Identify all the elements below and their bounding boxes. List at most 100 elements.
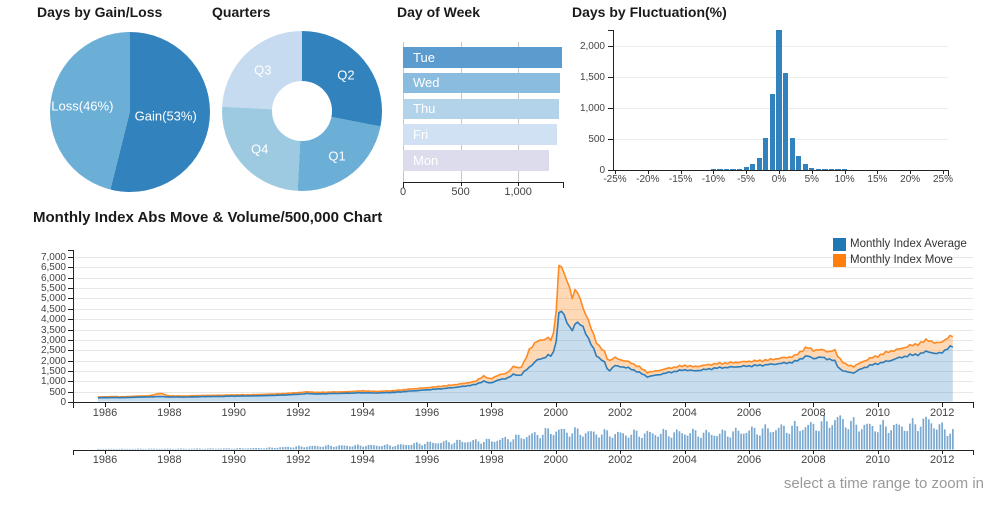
volume-bar[interactable] xyxy=(783,425,785,450)
histogram-bar[interactable] xyxy=(730,169,736,170)
volume-bar[interactable] xyxy=(265,447,268,450)
volume-bar[interactable] xyxy=(600,434,603,450)
volume-bar[interactable] xyxy=(608,436,611,450)
volume-bar[interactable] xyxy=(300,446,303,450)
volume-bar[interactable] xyxy=(378,446,381,450)
volume-bar[interactable] xyxy=(952,429,954,450)
volume-bar[interactable] xyxy=(566,432,568,450)
volume-bar[interactable] xyxy=(887,433,890,450)
volume-bar[interactable] xyxy=(689,433,691,450)
volume-bar[interactable] xyxy=(675,429,678,450)
volume-bar[interactable] xyxy=(287,446,289,450)
volume-bar[interactable] xyxy=(579,434,582,450)
volume-bar[interactable] xyxy=(231,448,233,450)
volume-bar[interactable] xyxy=(842,419,844,450)
volume-bar[interactable] xyxy=(799,431,801,450)
volume-bar[interactable] xyxy=(292,447,295,450)
volume-bar[interactable] xyxy=(284,446,287,450)
volume-bar[interactable] xyxy=(217,448,220,450)
volume-bar[interactable] xyxy=(619,432,622,450)
volume-bar[interactable] xyxy=(169,448,172,450)
volume-bar[interactable] xyxy=(349,446,351,450)
volume-bar[interactable] xyxy=(375,445,378,450)
volume-bar[interactable] xyxy=(389,445,391,450)
volume-bar[interactable] xyxy=(359,445,362,450)
volume-bar[interactable] xyxy=(713,435,716,450)
volume-bar[interactable] xyxy=(268,447,271,450)
volume-bar[interactable] xyxy=(697,436,700,450)
volume-bar[interactable] xyxy=(515,434,517,450)
volume-bar[interactable] xyxy=(734,427,737,450)
volume-bar[interactable] xyxy=(930,423,933,450)
volume-bar[interactable] xyxy=(306,446,308,450)
volume-bar[interactable] xyxy=(148,448,150,450)
volume-bar[interactable] xyxy=(828,427,831,450)
histogram-bar[interactable] xyxy=(802,164,808,170)
volume-bar[interactable] xyxy=(241,448,244,450)
gainloss-pie[interactable] xyxy=(50,32,210,192)
volume-bar[interactable] xyxy=(568,436,571,450)
histogram-bar[interactable] xyxy=(809,167,815,170)
volume-bar[interactable] xyxy=(480,443,482,450)
volume-bar[interactable] xyxy=(335,446,338,450)
volume-bar[interactable] xyxy=(852,417,855,450)
volume-bar[interactable] xyxy=(684,434,686,450)
volume-bar[interactable] xyxy=(823,415,825,450)
volume-bar[interactable] xyxy=(587,431,590,450)
volume-bar[interactable] xyxy=(397,444,399,450)
histogram-bar[interactable] xyxy=(796,156,802,170)
volume-bar[interactable] xyxy=(818,431,820,450)
volume-bar[interactable] xyxy=(507,439,509,450)
volume-bar[interactable] xyxy=(413,443,415,450)
volume-bar[interactable] xyxy=(560,428,563,450)
volume-bar[interactable] xyxy=(185,448,188,450)
volume-bar[interactable] xyxy=(158,448,161,450)
volume-bar[interactable] xyxy=(295,446,298,450)
histogram-bar[interactable] xyxy=(769,94,776,170)
histogram-bar[interactable] xyxy=(782,72,789,170)
volume-bar[interactable] xyxy=(440,443,442,450)
volume-bar[interactable] xyxy=(751,426,753,450)
volume-bar[interactable] xyxy=(260,448,263,450)
volume-bar[interactable] xyxy=(898,424,901,450)
average-line[interactable] xyxy=(97,310,954,399)
histogram-bar[interactable] xyxy=(710,169,716,170)
volume-bar[interactable] xyxy=(627,437,630,450)
dow-bar[interactable] xyxy=(403,47,562,68)
volume-bar[interactable] xyxy=(204,448,206,450)
volume-bar[interactable] xyxy=(801,430,804,450)
histogram-bar[interactable] xyxy=(842,169,848,170)
volume-bar[interactable] xyxy=(756,434,758,450)
volume-bar[interactable] xyxy=(863,424,866,450)
volume-bar[interactable] xyxy=(322,446,324,450)
volume-bar[interactable] xyxy=(748,430,750,450)
volume-bar[interactable] xyxy=(531,433,533,450)
volume-bar[interactable] xyxy=(855,424,858,450)
volume-bar[interactable] xyxy=(793,421,796,450)
volume-bar[interactable] xyxy=(767,428,769,450)
volume-bar[interactable] xyxy=(563,428,566,450)
volume-bar[interactable] xyxy=(166,448,169,450)
volume-bar[interactable] xyxy=(129,448,131,450)
volume-bar[interactable] xyxy=(911,418,914,450)
volume-bar[interactable] xyxy=(847,429,850,450)
volume-bar[interactable] xyxy=(405,445,407,450)
volume-bar[interactable] xyxy=(611,437,614,450)
volume-bar[interactable] xyxy=(533,432,536,450)
volume-bar[interactable] xyxy=(123,448,126,450)
histogram-bar[interactable] xyxy=(750,164,756,170)
volume-bar[interactable] xyxy=(458,439,461,450)
volume-bar[interactable] xyxy=(785,432,788,450)
volume-bar[interactable] xyxy=(635,430,638,450)
volume-bar[interactable] xyxy=(649,432,651,450)
volume-bar[interactable] xyxy=(383,444,386,450)
volume-bar[interactable] xyxy=(247,448,249,450)
dow-bar[interactable] xyxy=(403,72,560,94)
volume-bar[interactable] xyxy=(539,438,541,450)
volume-bar[interactable] xyxy=(180,448,182,450)
volume-bar[interactable] xyxy=(271,447,273,450)
volume-bar[interactable] xyxy=(520,438,523,450)
volume-bar[interactable] xyxy=(721,429,724,450)
volume-bar[interactable] xyxy=(223,448,225,450)
volume-bar[interactable] xyxy=(893,424,895,450)
